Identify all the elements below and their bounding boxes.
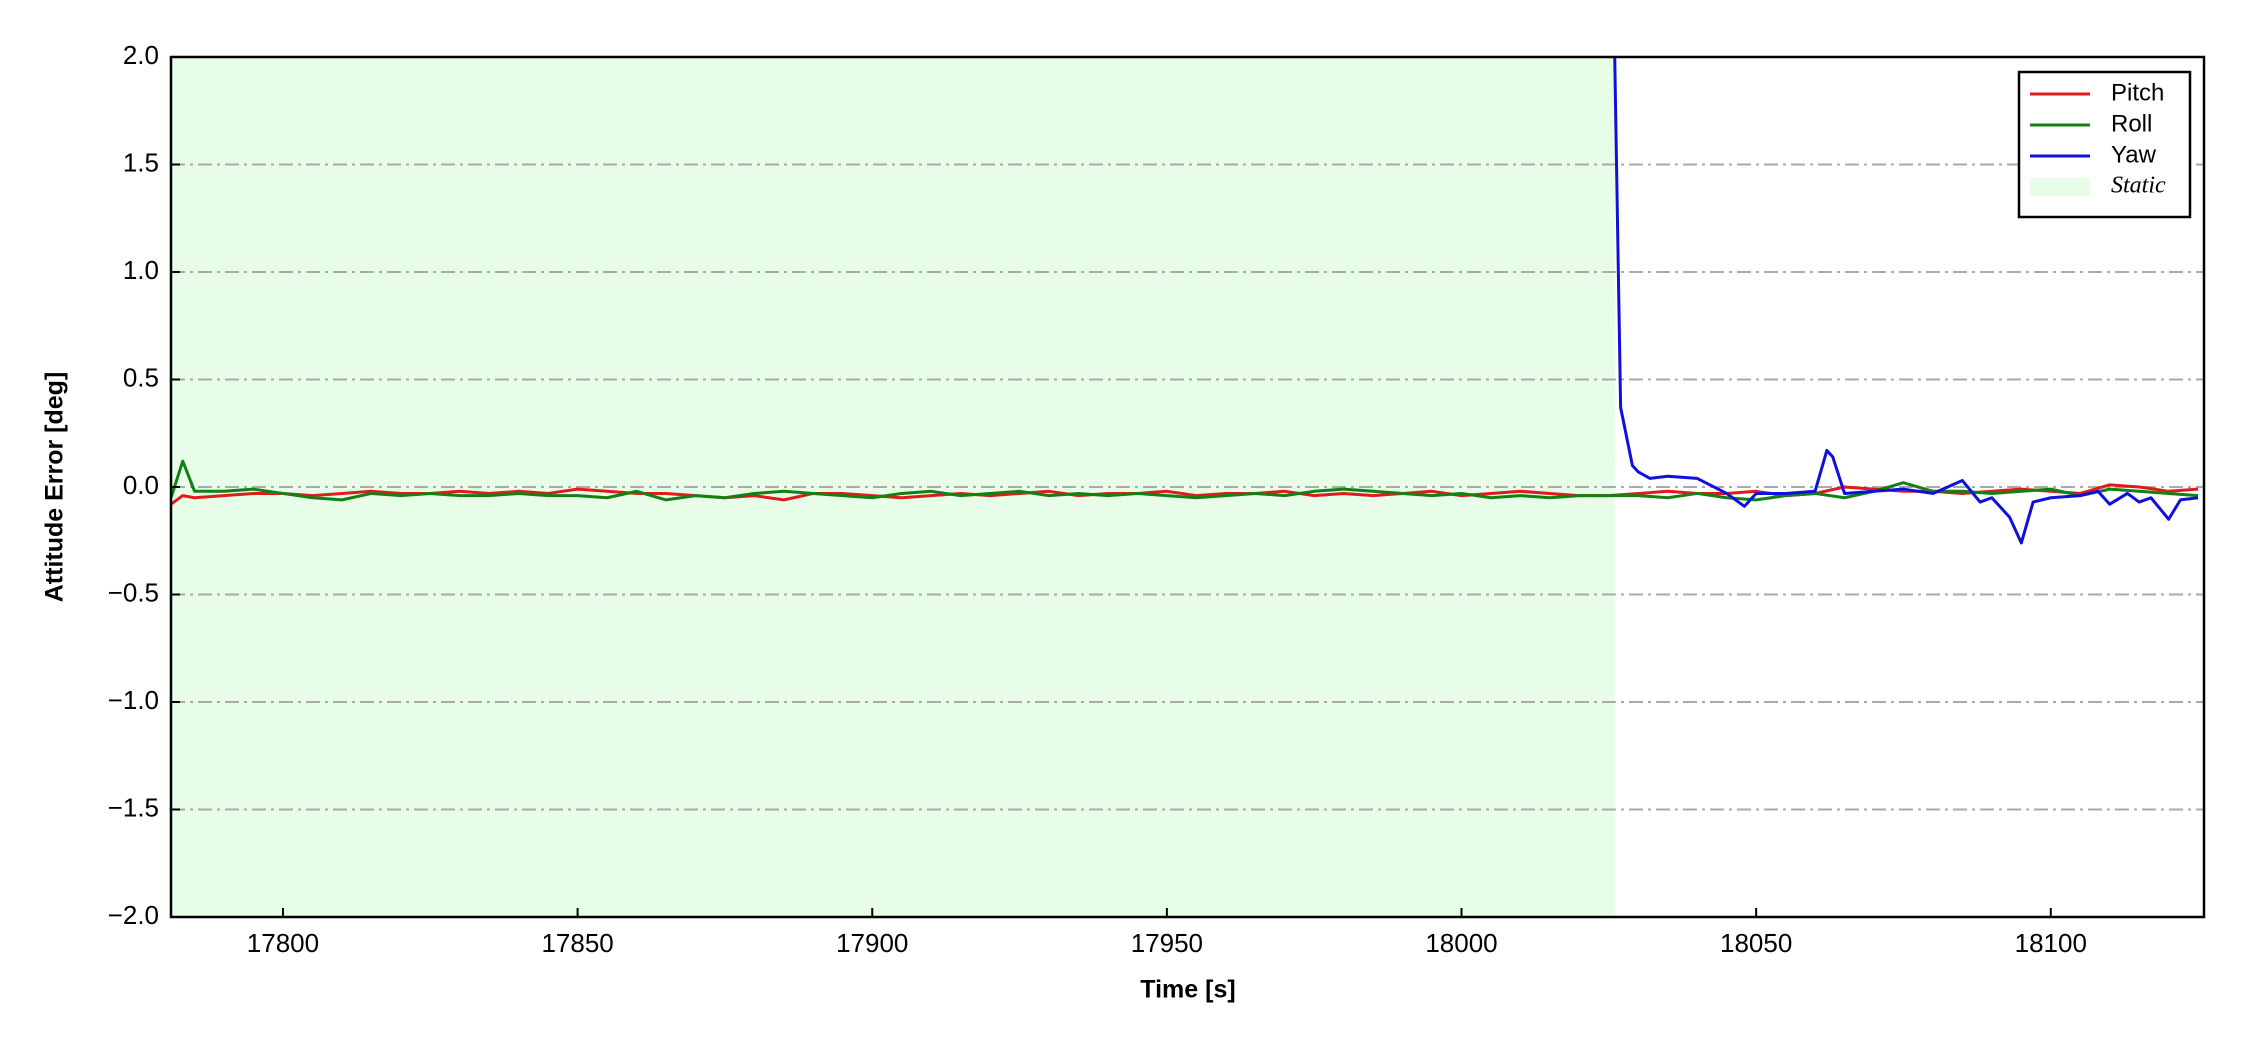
series-line bbox=[1613, 57, 2199, 545]
x-tick-label: 18050 bbox=[1720, 928, 1792, 958]
x-tick-label: 18000 bbox=[1425, 928, 1497, 958]
y-tick-label: −1.5 bbox=[108, 792, 159, 822]
y-tick-label: 1.5 bbox=[123, 147, 159, 177]
x-tick-label: 17850 bbox=[541, 928, 613, 958]
y-tick-label: 0.5 bbox=[123, 362, 159, 392]
series-line bbox=[171, 483, 2199, 506]
x-tick-label: 18100 bbox=[2015, 928, 2087, 958]
y-tick-label: 2.0 bbox=[123, 40, 159, 70]
legend-label: Pitch bbox=[2111, 79, 2164, 106]
series-line bbox=[171, 459, 2199, 502]
x-tick-label: 17800 bbox=[247, 928, 319, 958]
x-tick-label: 17900 bbox=[836, 928, 908, 958]
y-tick-label: −1.0 bbox=[108, 685, 159, 715]
lines bbox=[171, 57, 2199, 545]
y-tick-label: −0.5 bbox=[108, 577, 159, 607]
legend-label: Static bbox=[2111, 173, 2166, 199]
legend: Pitch Roll Yaw Static bbox=[2017, 70, 2192, 219]
y-tick-label: 0.0 bbox=[123, 470, 159, 500]
x-axis-label: Time [s] bbox=[1140, 976, 1235, 1004]
x-tick-label: 17950 bbox=[1131, 928, 1203, 958]
legend-label: Roll bbox=[2111, 110, 2152, 137]
y-tick-label: 1.0 bbox=[123, 255, 159, 285]
legend-swatch bbox=[2030, 178, 2090, 196]
ticks: −2.0 −1.5 −1.0 −0.5 0.0 0.5 1.0 1.5 2.0 17800 1785… bbox=[108, 40, 2087, 958]
y-axis-label: Attitude Error [deg] bbox=[41, 372, 69, 603]
legend-label: Yaw bbox=[2111, 141, 2157, 168]
y-tick-label: −2.0 bbox=[108, 900, 159, 930]
